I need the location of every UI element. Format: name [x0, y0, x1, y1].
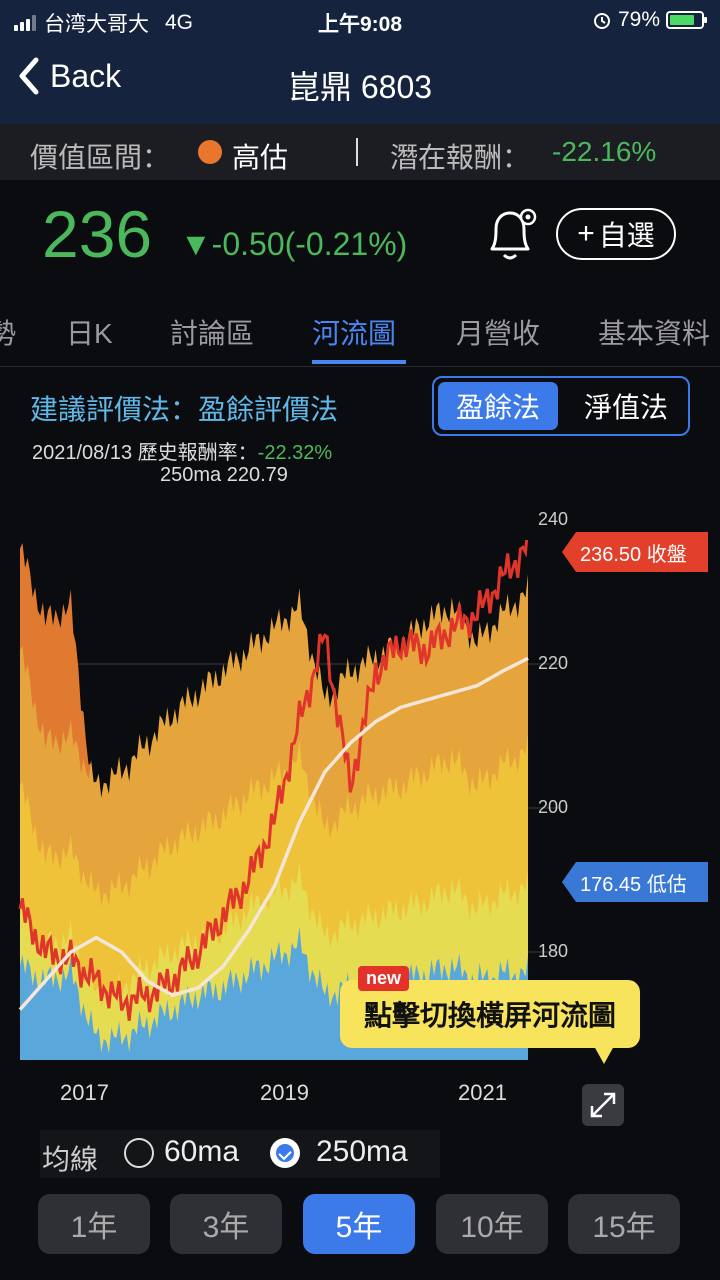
method-option-nav[interactable]: 淨值法: [583, 392, 668, 423]
ma60-label[interactable]: 60ma: [164, 1135, 240, 1168]
nav-bar: Back 崑鼎 6803: [0, 40, 720, 124]
x-tick-label: 2017: [60, 1080, 109, 1105]
potential-label: 潛在報酬：: [390, 142, 531, 173]
period-15y-button[interactable]: 15年: [568, 1194, 680, 1254]
status-dot-icon: [198, 140, 222, 164]
carrier: 台湾大哥大: [44, 13, 149, 36]
signal-icon: [14, 15, 36, 31]
favorite-label: 自選: [598, 220, 655, 251]
method-toggle: 盈餘法 淨值法: [432, 376, 690, 436]
y-tick-label: 200: [538, 797, 569, 817]
page-title: 崑鼎 6803: [287, 69, 433, 105]
add-favorite-button[interactable]: + 自選: [556, 208, 676, 260]
y-tick-label: 240: [538, 509, 569, 529]
ma250-radio[interactable]: [270, 1138, 300, 1168]
back-label: Back: [50, 57, 122, 94]
period-3y-button[interactable]: 3年: [170, 1194, 282, 1254]
y-tick-label: 180: [538, 941, 569, 961]
period-1y-button[interactable]: 1年: [38, 1194, 150, 1254]
potential-value: -22.16%: [552, 136, 657, 167]
valuation-method: 建議評價法：盈餘評價法: [30, 394, 339, 425]
ma-label: 均線: [42, 1144, 99, 1175]
plus-icon: +: [577, 217, 595, 250]
tab-underline: [312, 360, 406, 364]
network: 4G: [165, 11, 194, 34]
x-tick-label: 2021: [458, 1080, 507, 1105]
close-price-tag: 236.50 收盤: [562, 532, 708, 572]
price: 236: [42, 197, 153, 271]
x-tick-label: 2019: [260, 1080, 309, 1105]
ma250-label[interactable]: 250ma: [316, 1135, 408, 1168]
clock: 上午9:08: [317, 13, 403, 36]
low-valuation-tag: 176.45 低估: [562, 862, 708, 902]
status-bar: 台湾大哥大 4G 上午9:08 79%: [0, 0, 720, 40]
valuation-label: 價值區間：: [30, 142, 171, 173]
method-option-eps[interactable]: 盈餘法: [438, 382, 558, 430]
y-tick-label: 220: [538, 653, 569, 673]
landscape-tooltip[interactable]: 點擊切換橫屏河流圖: [340, 980, 640, 1048]
alert-bell-icon[interactable]: [484, 205, 540, 270]
history-return: 2021/08/13 歷史報酬率：-22.32%: [32, 436, 332, 465]
tab-trend[interactable]: 勢: [0, 318, 17, 349]
valuation-status: 高估: [232, 142, 289, 173]
new-badge: new: [358, 966, 410, 991]
divider: [356, 138, 358, 166]
tooltip-arrow: [594, 1046, 614, 1064]
tab-daily-k[interactable]: 日K: [66, 318, 113, 349]
tab-river-chart[interactable]: 河流圖: [312, 318, 397, 349]
history-return-value: -22.32%: [257, 442, 333, 464]
tab-monthly-revenue[interactable]: 月營收: [456, 318, 541, 349]
close-price-line: [18, 540, 529, 1021]
ma-options: 均線 60ma 250ma: [40, 1130, 440, 1178]
tab-bar: 勢 日K 討論區 河流圖 月營收 基本資料: [0, 300, 720, 367]
valuation-bar: 價值區間： 高估 潛在報酬： -22.16%: [0, 124, 720, 180]
back-button[interactable]: Back: [16, 56, 121, 96]
ma250-line: [18, 656, 529, 1011]
tab-basic-info[interactable]: 基本資料: [598, 318, 711, 349]
battery-percent: 79%: [617, 8, 660, 31]
alarm-icon: [593, 13, 610, 29]
period-5y-button[interactable]: 5年: [303, 1194, 415, 1254]
battery-icon: [666, 11, 707, 29]
price-change: ▼-0.50(-0.21%): [180, 226, 408, 262]
history-date-label: 2021/08/13 歷史報酬率：: [32, 442, 258, 464]
tab-discussion[interactable]: 討論區: [170, 318, 255, 349]
expand-icon: [590, 1092, 616, 1118]
ma-value: 250ma 220.79: [160, 464, 288, 486]
period-10y-button[interactable]: 10年: [436, 1194, 548, 1254]
ma60-radio[interactable]: [124, 1138, 154, 1168]
chevron-left-icon: [19, 57, 39, 95]
expand-fullscreen-button[interactable]: [582, 1084, 624, 1126]
